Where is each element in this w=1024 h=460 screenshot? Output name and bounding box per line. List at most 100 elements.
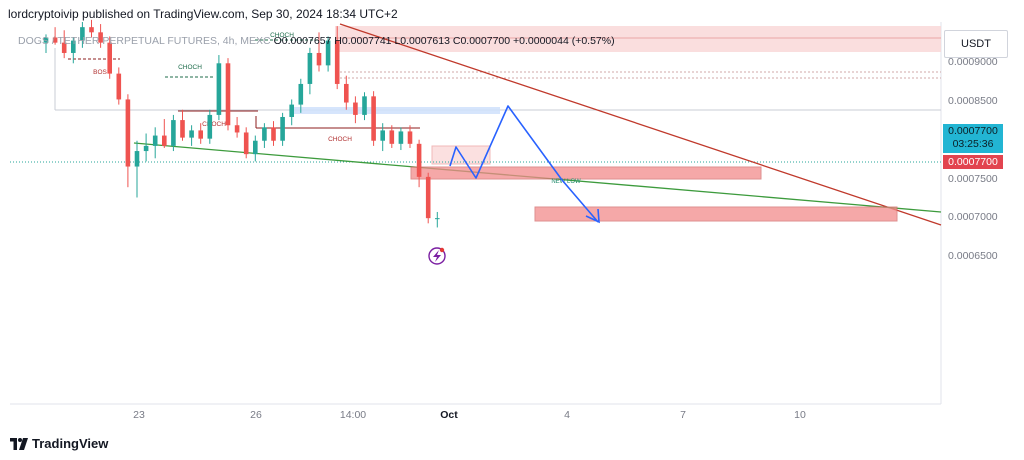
candle — [380, 123, 385, 152]
candle — [353, 96, 358, 124]
y-tick-label: 0.0007500 — [948, 173, 998, 185]
candle-body — [253, 140, 258, 155]
x-tick-label: 23 — [133, 409, 145, 421]
low-label: L — [394, 35, 401, 47]
candle — [171, 114, 176, 152]
x-tick-label: Oct — [440, 409, 458, 421]
candle — [325, 36, 331, 72]
publisher-line: lordcryptoivip published on TradingView.… — [8, 7, 398, 21]
candle-body — [298, 83, 304, 105]
projection-arrowhead — [585, 208, 600, 224]
candle-body — [225, 63, 231, 126]
candle — [198, 123, 203, 144]
candle-body — [116, 73, 122, 100]
candle-body — [216, 63, 222, 115]
y-tick-label: 0.0008500 — [948, 95, 998, 107]
candle-body — [289, 104, 294, 117]
candle — [262, 123, 267, 148]
candle-body — [407, 131, 413, 144]
candle-body — [162, 135, 167, 146]
candle-body — [353, 102, 358, 115]
candle — [71, 37, 76, 64]
y-tick-label: 0.0006500 — [948, 250, 998, 262]
demand-zone-2 — [534, 206, 898, 222]
y-tick-label: 0.0007000 — [948, 211, 998, 223]
candle — [43, 34, 49, 53]
candle-body — [198, 130, 203, 139]
candle-body — [307, 52, 313, 84]
candle-body — [234, 125, 240, 133]
candle — [243, 127, 249, 159]
symbol-title[interactable]: DOGS / TETHER PERPETUAL FUTURES, 4h, MEX… — [18, 35, 271, 47]
close-value: 0.0007700 — [460, 35, 511, 47]
candle-body — [435, 218, 440, 220]
footer-brand-label: TradingView — [32, 436, 109, 451]
high-label: H — [334, 35, 342, 47]
candle — [389, 125, 395, 148]
candle — [216, 55, 222, 121]
candle — [334, 26, 340, 90]
candle — [234, 116, 240, 138]
candle — [435, 211, 440, 228]
candle-body — [425, 176, 431, 219]
candle-body — [89, 27, 94, 33]
close-label: C — [452, 35, 461, 47]
projection-path — [449, 105, 599, 223]
candle-body — [61, 42, 67, 53]
current-price: 0.0007700 — [948, 125, 998, 137]
change-value: +0.0000044 (+0.57%) — [513, 35, 615, 47]
candle-body — [143, 145, 149, 152]
candle — [125, 94, 131, 188]
candle — [134, 140, 140, 198]
candle-body — [380, 130, 385, 141]
candles — [43, 19, 440, 228]
candle — [107, 36, 112, 79]
candle-body — [243, 132, 249, 155]
current-price-tag: 0.0007700 03:25:36 — [943, 124, 1003, 153]
candle — [89, 19, 94, 38]
time-axis[interactable]: 23 26 14:00 Oct 4 7 10 — [10, 403, 941, 421]
high-value: 0.0007741 — [341, 35, 392, 47]
bar-countdown: 03:25:36 — [952, 138, 994, 150]
candle — [143, 133, 149, 162]
candle — [416, 139, 422, 188]
candle-body — [344, 83, 349, 103]
candle-body — [362, 96, 367, 115]
candle-body — [71, 40, 76, 53]
candle — [52, 27, 58, 45]
trendline-red — [339, 23, 942, 226]
candle — [362, 92, 367, 121]
fvg-zone-blue — [290, 107, 500, 114]
candle — [225, 58, 231, 131]
candle-body — [262, 127, 267, 141]
x-tick-label: 7 — [680, 409, 686, 421]
choch-label: CHOCH — [202, 121, 226, 128]
open-value: 0.0007657 — [281, 35, 332, 47]
candle — [280, 112, 285, 146]
candle — [253, 135, 258, 162]
price-axis[interactable]: 0.0009000 0.0008500 0.0007500 0.0007000 … — [940, 22, 998, 404]
candle-body — [416, 143, 422, 177]
lightning-icon[interactable] — [428, 247, 446, 265]
candle-body — [107, 42, 112, 74]
candle-body — [80, 27, 85, 41]
candle — [116, 67, 122, 105]
zone-label: NEW LOW — [551, 179, 581, 185]
bos-label: BOS — [93, 69, 107, 76]
candle-body — [52, 37, 58, 43]
candle-body — [189, 130, 194, 138]
footer-brand[interactable]: TradingView — [10, 436, 108, 451]
candle — [307, 47, 313, 95]
drawings[interactable]: NEW LOW BOS CHOCH CHOCH CHOCH CHOCH — [10, 23, 942, 226]
candle-body — [334, 40, 340, 84]
x-tick-label: 14:00 — [340, 409, 366, 421]
candle — [289, 99, 294, 126]
candle — [98, 24, 103, 48]
candle-body — [389, 130, 395, 144]
candle — [344, 75, 349, 110]
candle-body — [398, 131, 404, 144]
currency-button[interactable]: USDT — [944, 30, 1008, 58]
candle-body — [43, 37, 49, 43]
low-value: 0.0007613 — [400, 35, 450, 47]
